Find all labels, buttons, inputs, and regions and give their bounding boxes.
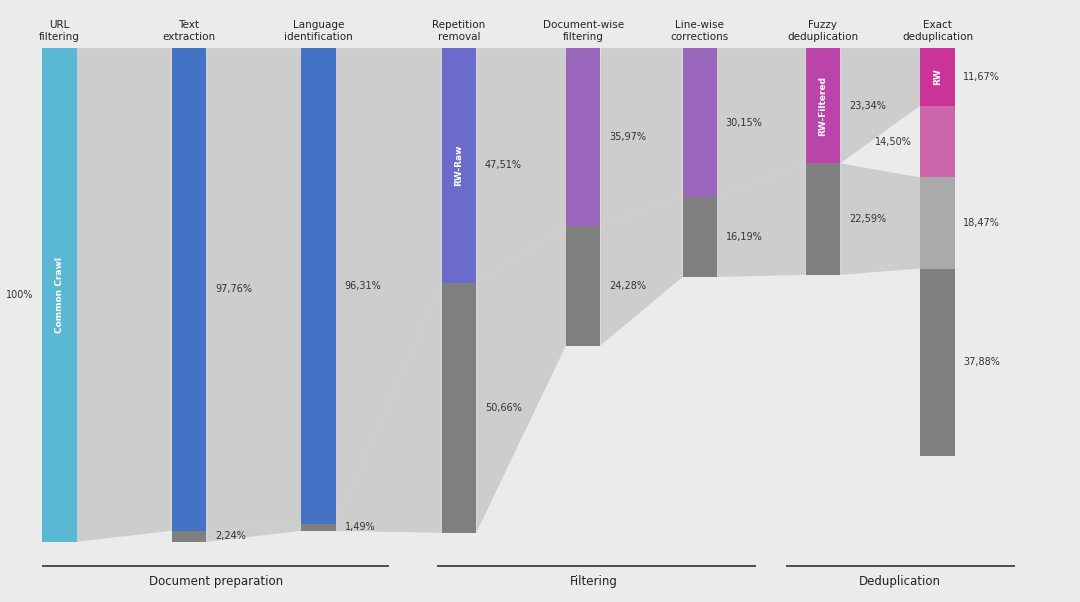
Text: Line-wise
corrections: Line-wise corrections [671, 20, 729, 42]
Text: RW: RW [933, 69, 942, 85]
Text: 50,66%: 50,66% [485, 403, 522, 413]
Text: 47,51%: 47,51% [485, 160, 522, 170]
Polygon shape [717, 48, 806, 197]
Bar [920, 106, 955, 178]
Bar [683, 48, 717, 197]
Text: 37,88%: 37,88% [963, 357, 1000, 367]
Polygon shape [336, 283, 442, 533]
Bar [301, 48, 336, 524]
Text: 2,24%: 2,24% [215, 532, 246, 541]
Text: URL
filtering: URL filtering [39, 20, 80, 42]
Text: Text
extraction: Text extraction [162, 20, 216, 42]
Text: 22,59%: 22,59% [849, 214, 886, 224]
Bar [442, 48, 476, 283]
Text: RW-Filtered: RW-Filtered [819, 76, 827, 136]
Bar [920, 178, 955, 268]
Text: Deduplication: Deduplication [859, 575, 941, 588]
Text: Fuzzy
deduplication: Fuzzy deduplication [787, 20, 859, 42]
Bar [806, 163, 840, 275]
Bar [566, 48, 600, 226]
Polygon shape [840, 48, 920, 163]
Bar [172, 48, 206, 531]
Text: 35,97%: 35,97% [609, 132, 646, 142]
Text: Document preparation: Document preparation [149, 575, 283, 588]
Polygon shape [476, 48, 566, 283]
Bar [42, 48, 77, 542]
Bar [920, 48, 955, 106]
Text: RW-Raw: RW-Raw [455, 144, 463, 186]
Text: Exact
deduplication: Exact deduplication [902, 20, 973, 42]
Text: 96,31%: 96,31% [345, 281, 381, 291]
Polygon shape [600, 48, 683, 226]
Text: 97,76%: 97,76% [215, 285, 252, 294]
Text: 14,50%: 14,50% [875, 137, 912, 146]
Text: 30,15%: 30,15% [726, 117, 762, 128]
Polygon shape [206, 524, 301, 542]
Polygon shape [840, 163, 920, 275]
Text: 18,47%: 18,47% [963, 218, 1000, 228]
Text: 100%: 100% [6, 290, 33, 300]
Bar [301, 524, 336, 531]
Text: Language
identification: Language identification [284, 20, 353, 42]
Text: 16,19%: 16,19% [726, 232, 762, 242]
Bar [806, 48, 840, 163]
Polygon shape [77, 48, 172, 542]
Bar [442, 283, 476, 533]
Text: 23,34%: 23,34% [849, 101, 886, 111]
Polygon shape [476, 226, 566, 533]
Bar [566, 226, 600, 346]
Text: Repetition
removal: Repetition removal [432, 20, 486, 42]
Text: 11,67%: 11,67% [963, 72, 1000, 82]
Text: Common Crawl: Common Crawl [55, 257, 64, 333]
Text: 1,49%: 1,49% [345, 523, 375, 532]
Polygon shape [600, 197, 683, 346]
Text: 24,28%: 24,28% [609, 281, 646, 291]
Polygon shape [336, 48, 442, 524]
Bar [172, 531, 206, 542]
Text: Filtering: Filtering [570, 575, 618, 588]
Bar [683, 197, 717, 277]
Text: Document-wise
filtering: Document-wise filtering [542, 20, 624, 42]
Polygon shape [717, 163, 806, 277]
Polygon shape [206, 48, 301, 531]
Bar [920, 268, 955, 456]
